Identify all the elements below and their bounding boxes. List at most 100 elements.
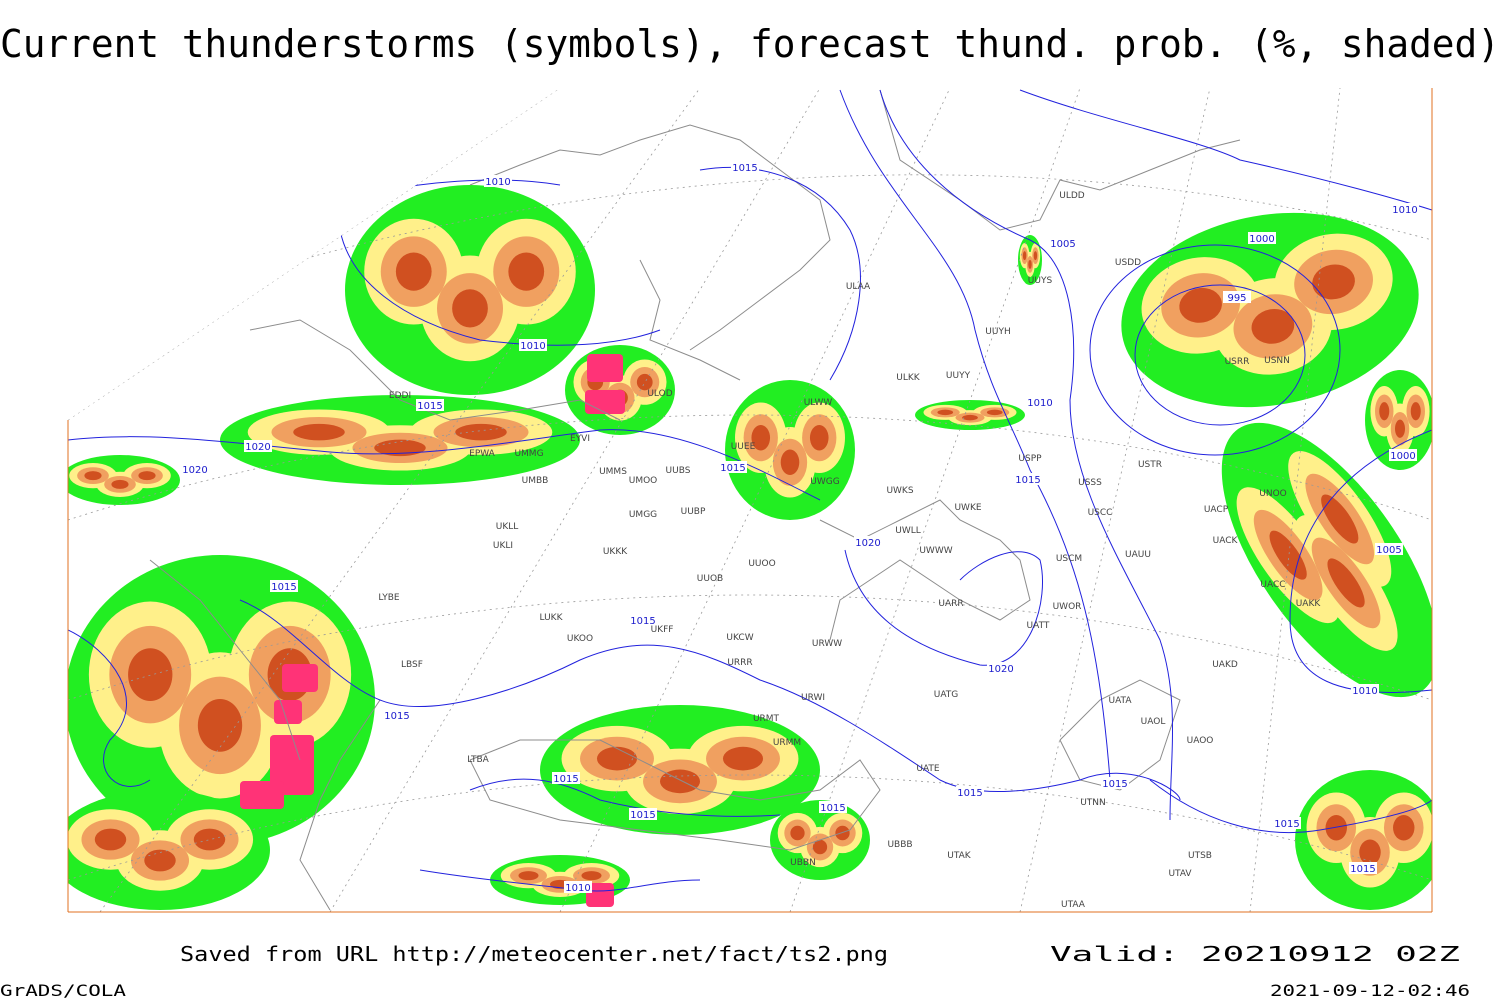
isobar <box>339 229 661 346</box>
station-label: UACC <box>1260 580 1285 590</box>
station-label: UKLL <box>496 522 519 532</box>
isobar <box>68 629 151 787</box>
isobar <box>68 429 821 501</box>
isobar-label-box <box>854 536 882 548</box>
station-label: UTAK <box>947 851 972 861</box>
isobar-label: 1020 <box>182 465 207 476</box>
station-label: UARR <box>938 599 963 609</box>
coastline <box>1059 679 1181 791</box>
probability-shade <box>1394 419 1406 438</box>
station-label: UATE <box>916 764 940 774</box>
probability-shade <box>455 423 507 441</box>
station-label: USNN <box>1264 356 1290 366</box>
station-label: UWLL <box>895 526 921 536</box>
station-label: UKCW <box>726 633 753 643</box>
isobar-label-box <box>731 161 759 173</box>
probability-shade <box>780 449 800 475</box>
isobar-label-box <box>1349 862 1377 874</box>
isobar-label-box <box>1391 203 1419 215</box>
isobar-label-box <box>519 339 547 351</box>
station-label: UTAA <box>1061 900 1086 910</box>
probability-shade <box>986 409 1003 416</box>
probability-shade <box>937 409 954 416</box>
station-label: ULOD <box>647 389 672 399</box>
isobar <box>839 89 1111 781</box>
probability-shade <box>1359 839 1381 865</box>
station-label: UATA <box>1108 696 1132 706</box>
isobar-label-box <box>719 461 747 473</box>
isobar-label-box <box>564 881 592 893</box>
thunderstorm-symbols <box>585 390 625 414</box>
thunderstorm-symbols <box>586 883 614 907</box>
thunderstorm-symbols <box>282 664 318 692</box>
isobar-label: 1015 <box>1274 819 1299 830</box>
probability-shade <box>1251 308 1295 344</box>
station-label: USDD <box>1115 258 1141 268</box>
probability-shade <box>1325 815 1347 841</box>
probability-shade <box>518 871 539 881</box>
isobar-label: 1000 <box>1249 234 1274 245</box>
probability-shade <box>193 828 226 851</box>
valid-time: Valid: 20210912 02Z <box>1050 942 1460 966</box>
graticule <box>299 174 1432 261</box>
coastline <box>469 739 881 851</box>
probability-shade <box>508 252 545 291</box>
thunderstorm-symbols <box>270 735 314 795</box>
station-label: UWGG <box>810 477 839 487</box>
isobar-label: 1020 <box>855 538 880 549</box>
isobar-label: 1015 <box>630 810 655 821</box>
station-label: UNOO <box>1259 489 1287 499</box>
station-label: USSS <box>1078 478 1102 488</box>
probability-shade <box>1022 251 1027 261</box>
isobar-label-box <box>987 662 1015 674</box>
probability-shade <box>94 828 127 851</box>
probability-shade <box>1379 402 1390 421</box>
isobar <box>469 778 781 817</box>
station-label: UUEE <box>731 442 756 452</box>
isobar-label: 1015 <box>271 582 296 593</box>
probability-shade <box>812 839 828 855</box>
station-label: UKOO <box>567 634 593 644</box>
station-label: ULKK <box>896 373 921 383</box>
station-label: UUBS <box>666 466 691 476</box>
isobar-label: 1015 <box>732 163 757 174</box>
probability-shade <box>138 471 156 481</box>
software: GrADS/COLA <box>0 981 126 1000</box>
station-label: URMT <box>753 714 780 724</box>
station-label: USTR <box>1138 460 1162 470</box>
isobar-label: 1010 <box>1352 686 1377 697</box>
isobar-label-box <box>956 786 984 798</box>
station-label: UATT <box>1027 621 1050 631</box>
station-label: UKFF <box>651 625 674 635</box>
station-label: UWWW <box>919 546 952 556</box>
isobar-label-box <box>270 580 298 592</box>
station-label: UMOO <box>629 476 658 486</box>
isobar-label-box <box>552 772 580 784</box>
thunderstorm-symbols <box>240 781 284 809</box>
isobar-label: 1015 <box>417 401 442 412</box>
title: Current thunderstorms (symbols), forecas… <box>0 22 1500 66</box>
probability-shade <box>293 423 345 441</box>
isobar-label-box <box>1375 543 1403 555</box>
station-label: UKLI <box>493 541 513 551</box>
probability-shade <box>722 746 764 771</box>
isobar-label: 1015 <box>384 711 409 722</box>
station-label: UMMS <box>599 467 627 477</box>
thunderstorm-symbols <box>274 700 302 724</box>
probability-shade <box>596 746 638 771</box>
isobar-label: 1015 <box>957 788 982 799</box>
isobar <box>239 599 1181 801</box>
isobar-label: 1010 <box>1027 398 1052 409</box>
station-label: UKKK <box>603 547 628 557</box>
isobar-label-box <box>1026 396 1054 408</box>
station-label: USCC <box>1088 508 1113 518</box>
isobar-label-box <box>1389 449 1417 461</box>
isobar-label-box <box>484 175 512 187</box>
probability-shade <box>751 425 771 451</box>
isobar-label-box <box>1248 232 1276 244</box>
station-label: LUKK <box>540 613 564 623</box>
probability-shade <box>1179 287 1222 323</box>
station-label: UMGG <box>629 510 657 520</box>
